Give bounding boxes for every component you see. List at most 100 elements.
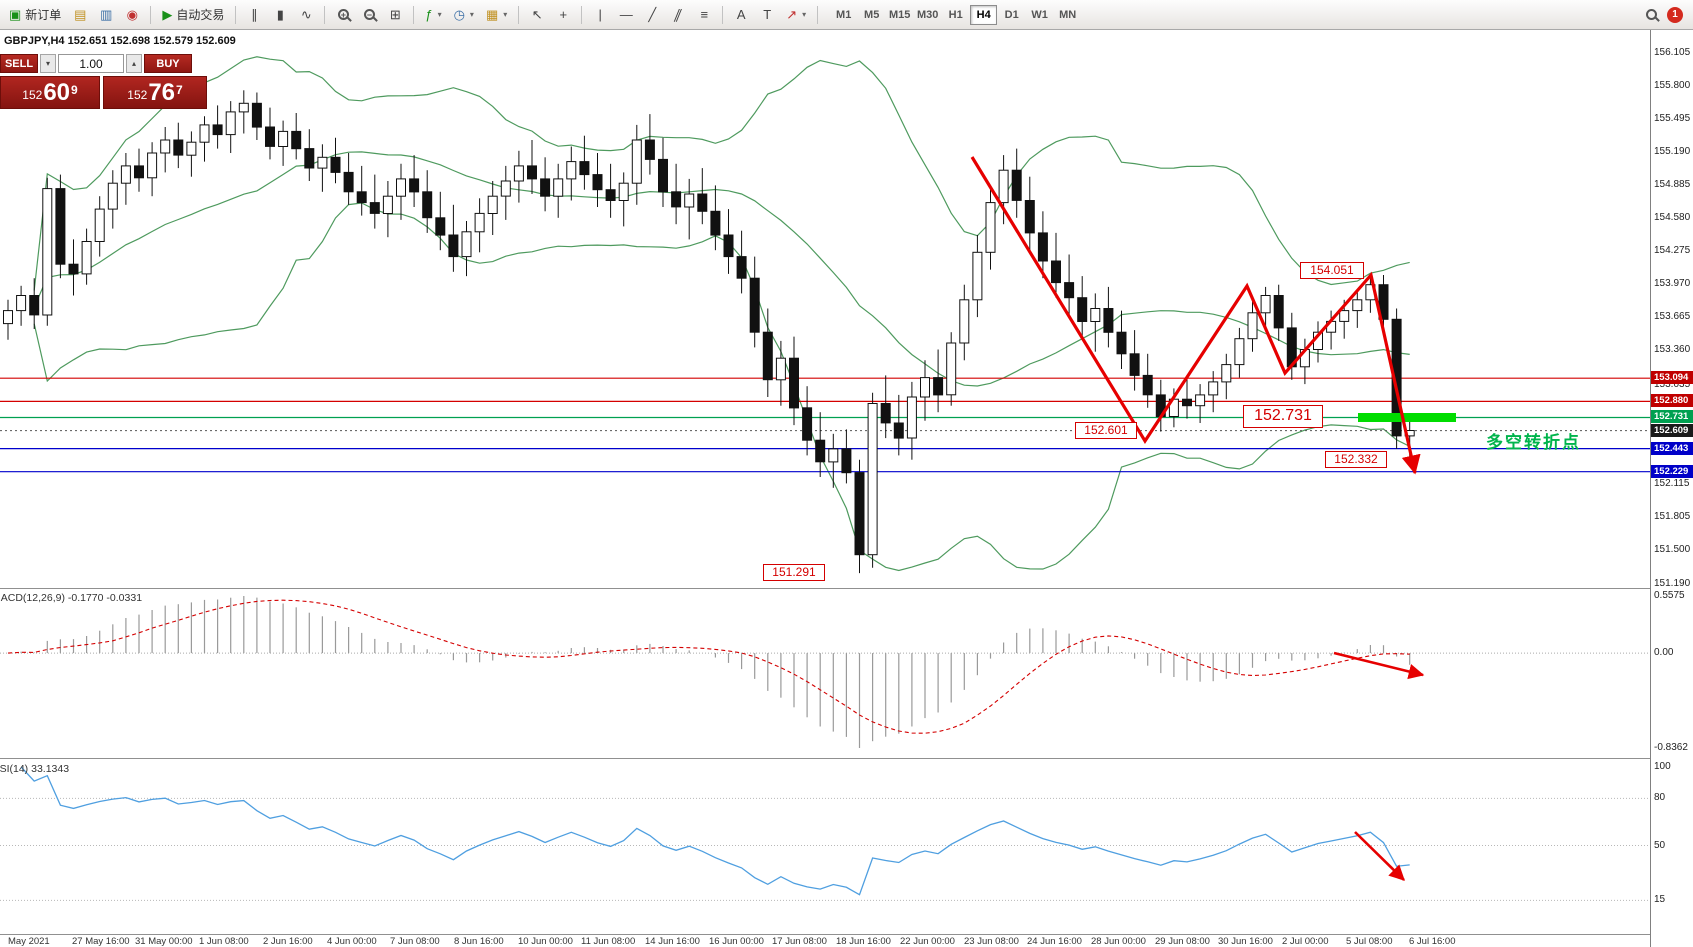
price-level-label: 153.094 <box>1651 371 1693 384</box>
toolbar-separator <box>518 5 520 24</box>
timeframe-m15-button[interactable]: M15 <box>886 5 913 25</box>
bar-chart-button[interactable]: ∥ <box>242 3 266 27</box>
horizontal-line-button[interactable]: — <box>614 3 638 27</box>
tile-windows-button[interactable]: ⊞ <box>383 3 407 27</box>
sell-price-pip: 9 <box>71 83 78 97</box>
chevron-down-icon: ▾ <box>802 10 807 19</box>
channel-button[interactable]: ∥ <box>666 3 690 27</box>
turning-point-label[interactable]: 多空转折点 <box>1486 433 1581 452</box>
macd-scale-label: 0.5575 <box>1654 590 1685 601</box>
sell-button[interactable]: SELL <box>0 54 38 73</box>
price-level-label: 152.229 <box>1651 465 1693 478</box>
toolbar-separator <box>324 5 326 24</box>
time-axis-label: 7 Jun 08:00 <box>390 936 440 947</box>
timeframe-m30-button[interactable]: M30 <box>914 5 941 25</box>
price-tick: 151.500 <box>1654 544 1691 555</box>
search-icon[interactable] <box>1646 9 1657 20</box>
autotrading-button[interactable]: ▶ 自动交易 <box>157 3 229 27</box>
zoom-in-button[interactable]: + <box>331 3 355 27</box>
time-axis-label: 4 Jun 00:00 <box>327 936 377 947</box>
fibonacci-button[interactable]: ≡ <box>692 3 716 27</box>
volume-input[interactable] <box>58 54 124 73</box>
time-axis[interactable]: May 2021 27 May 16:00 31 May 00:00 1 Jun 08… <box>0 935 1650 947</box>
chart-window-button[interactable]: ▤ <box>68 3 92 27</box>
print-button[interactable]: ▥ <box>94 3 118 27</box>
pane-splitter[interactable] <box>0 758 1693 759</box>
timeframe-m1-button[interactable]: M1 <box>830 5 857 25</box>
time-axis-label: 28 Jun 00:00 <box>1091 936 1146 947</box>
toolbar-separator <box>235 5 237 24</box>
current-price-label: 152.609 <box>1651 424 1693 437</box>
time-axis-label: 11 Jun 08:00 <box>581 936 636 947</box>
clock-icon: ◷ <box>453 7 465 22</box>
zoom-out-button[interactable]: − <box>357 3 381 27</box>
volume-up-button[interactable]: ▴ <box>126 54 142 73</box>
timeframe-h4-button[interactable]: H4 <box>970 4 998 25</box>
crosshair-icon: + <box>559 7 568 22</box>
text-button[interactable]: A <box>729 3 753 27</box>
toolbar: ▣ 新订单 ▤ ▥ ◉ ▶ 自动交易 ∥ ▮ ∿ + − ⊞ ƒ ▾ ◷ ▾ ▦ <box>0 0 1693 30</box>
sell-price-prefix: 152 <box>22 88 43 102</box>
candlestick-icon: ▮ <box>276 7 284 22</box>
vertical-line-button[interactable]: | <box>588 3 612 27</box>
price-tick: 153.970 <box>1654 278 1691 289</box>
timeframe-m5-button[interactable]: M5 <box>858 5 885 25</box>
price-tick: 156.105 <box>1654 47 1691 58</box>
one-click-trading-panel: SELL ▾ ▴ BUY 152 60 9 152 76 7 <box>0 54 210 109</box>
price-annotation[interactable]: 151.291 <box>763 564 825 581</box>
rsi-pane-canvas[interactable] <box>0 761 1650 934</box>
main-chart-canvas[interactable] <box>0 32 1650 588</box>
refresh-button[interactable]: ◉ <box>120 3 144 27</box>
time-axis-label: 6 Jul 16:00 <box>1409 936 1456 947</box>
toolbar-separator <box>413 5 415 24</box>
volume-down-button[interactable]: ▾ <box>40 54 56 73</box>
trendline-button[interactable]: ╱ <box>640 3 664 27</box>
macd-pane-canvas[interactable] <box>0 590 1650 758</box>
timeframe-w1-button[interactable]: W1 <box>1026 5 1053 25</box>
buy-price-pip: 7 <box>176 83 183 97</box>
time-axis-label: 31 May 00:00 <box>135 936 193 947</box>
line-chart-icon: ∿ <box>300 7 312 22</box>
notification-badge[interactable]: 1 <box>1667 6 1683 23</box>
price-annotation[interactable]: 154.051 <box>1300 262 1364 279</box>
price-annotation[interactable]: 152.332 <box>1325 451 1387 468</box>
rsi-indicator-label: RSI(14) 33.1343 <box>0 763 70 775</box>
price-tick: 155.495 <box>1654 113 1691 124</box>
macd-scale-label: -0.8362 <box>1654 742 1688 753</box>
price-tick: 153.360 <box>1654 344 1691 355</box>
timeframe-h1-button[interactable]: H1 <box>942 5 969 25</box>
fibonacci-icon: ≡ <box>700 7 709 22</box>
indicators-icon: ƒ <box>425 7 433 22</box>
indicators-button[interactable]: ƒ ▾ <box>420 3 446 27</box>
print-icon: ▥ <box>100 7 113 22</box>
crosshair-button[interactable]: + <box>551 3 575 27</box>
new-order-label: 新订单 <box>25 8 62 22</box>
price-annotation[interactable]: 152.601 <box>1075 422 1137 439</box>
price-scale[interactable]: 156.105 155.800 155.495 155.190 154.885 154.5… <box>1650 30 1693 947</box>
time-axis-label: 5 Jul 08:00 <box>1346 936 1393 947</box>
new-order-button[interactable]: ▣ 新订单 <box>4 3 66 27</box>
sell-price-button[interactable]: 152 60 9 <box>0 76 100 109</box>
price-tick: 154.275 <box>1654 245 1691 256</box>
price-level-label: 152.880 <box>1651 394 1693 407</box>
price-tick: 155.190 <box>1654 146 1691 157</box>
text-label-icon: T <box>763 7 772 22</box>
timeframe-mn-button[interactable]: MN <box>1054 5 1081 25</box>
arrows-button[interactable]: ↗ ▾ <box>781 3 811 27</box>
candlestick-button[interactable]: ▮ <box>268 3 292 27</box>
price-annotation[interactable]: 152.731 <box>1243 405 1323 428</box>
time-axis-label: 8 Jun 16:00 <box>454 936 504 947</box>
cursor-button[interactable]: ↖ <box>525 3 549 27</box>
chevron-down-icon: ▾ <box>437 10 442 19</box>
timeframe-d1-button[interactable]: D1 <box>998 5 1025 25</box>
time-axis-label: 2 Jun 16:00 <box>263 936 313 947</box>
period-button[interactable]: ◷ ▾ <box>449 3 479 27</box>
chart-window-icon: ▤ <box>74 7 87 22</box>
line-chart-button[interactable]: ∿ <box>294 3 318 27</box>
templates-button[interactable]: ▦ ▾ <box>481 3 512 27</box>
buy-button[interactable]: BUY <box>144 54 192 73</box>
buy-price-button[interactable]: 152 76 7 <box>103 76 207 109</box>
text-label-button[interactable]: T <box>755 3 779 27</box>
rsi-scale-label: 100 <box>1654 761 1671 772</box>
pane-splitter[interactable] <box>0 588 1693 589</box>
